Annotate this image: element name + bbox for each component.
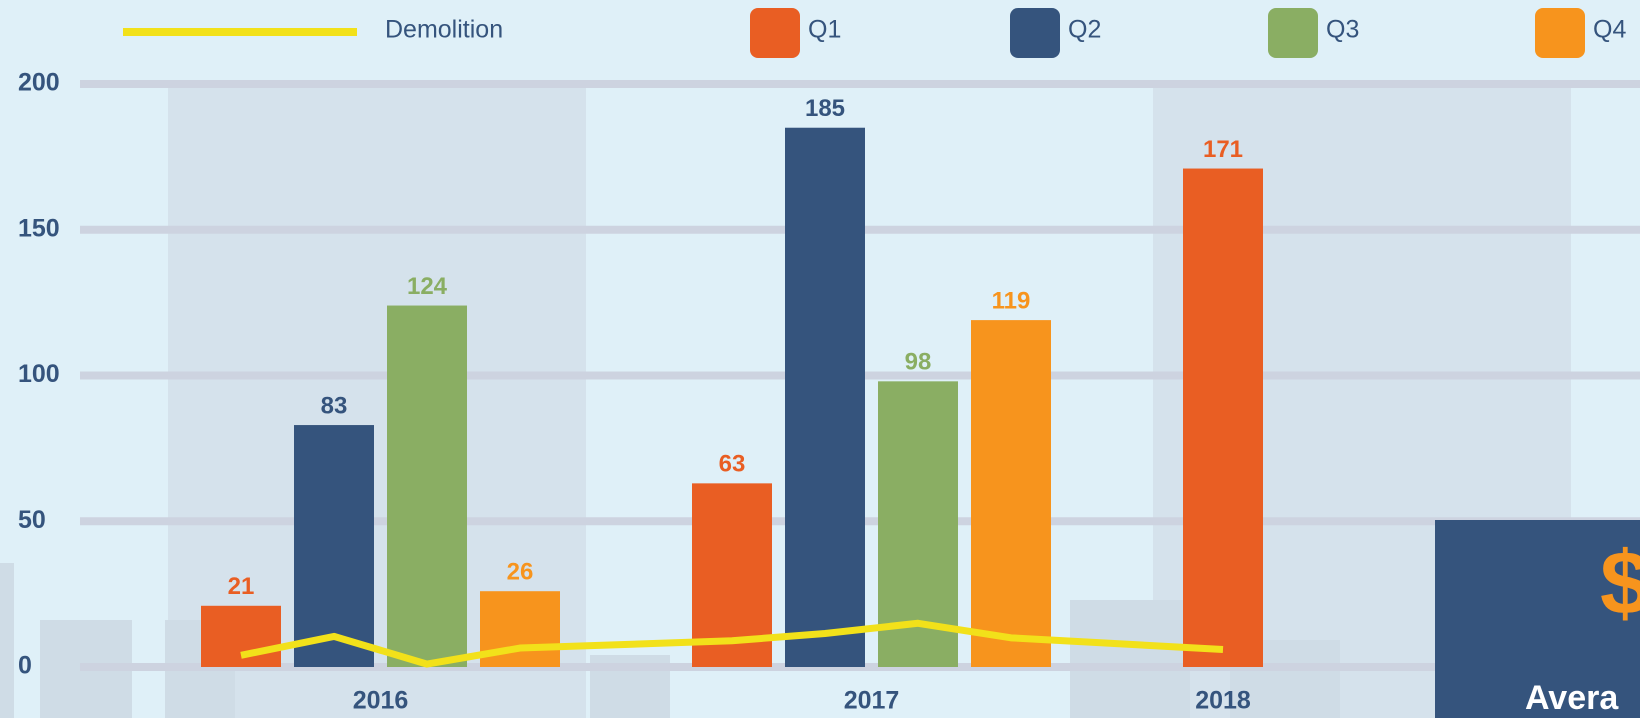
- x-tick-label: 2016: [353, 687, 409, 715]
- legend-swatch: [1010, 8, 1060, 58]
- legend-label: Q3: [1326, 16, 1359, 44]
- value-label: 63: [719, 451, 746, 478]
- bar: [294, 425, 374, 667]
- bar: [1183, 169, 1263, 667]
- y-tick-label: 0: [18, 652, 32, 680]
- value-label: 124: [407, 273, 448, 300]
- legend-label: Q2: [1068, 16, 1101, 44]
- legend-swatch: [1535, 8, 1585, 58]
- card-symbol: $: [1600, 534, 1640, 634]
- legend-swatch: [750, 8, 800, 58]
- bar: [387, 306, 467, 667]
- x-tick-label: 2017: [844, 687, 900, 715]
- value-label: 21: [228, 573, 255, 600]
- bar: [971, 320, 1051, 667]
- value-label: 185: [805, 95, 845, 122]
- legend-label: Demolition: [385, 16, 503, 44]
- y-tick-label: 100: [18, 360, 60, 388]
- legend-label: Q4: [1593, 16, 1626, 44]
- bar: [201, 606, 281, 667]
- chart: 0 50 100 150 200 Demolition Q1 Q2 Q3 Q4 21 83 124 26…: [0, 0, 1640, 718]
- bar: [785, 128, 865, 667]
- value-label: 83: [321, 392, 348, 419]
- y-tick-label: 50: [18, 506, 46, 534]
- value-label: 98: [905, 349, 932, 376]
- x-tick-label: 2018: [1195, 687, 1251, 715]
- legend-label: Q1: [808, 16, 841, 44]
- y-tick-label: 200: [18, 69, 60, 97]
- legend-swatch: [1268, 8, 1318, 58]
- value-label: 119: [992, 287, 1031, 314]
- value-label: 26: [507, 559, 534, 586]
- value-label: 171: [1203, 136, 1243, 163]
- card-text: Avera: [1525, 679, 1619, 717]
- y-tick-label: 150: [18, 214, 60, 242]
